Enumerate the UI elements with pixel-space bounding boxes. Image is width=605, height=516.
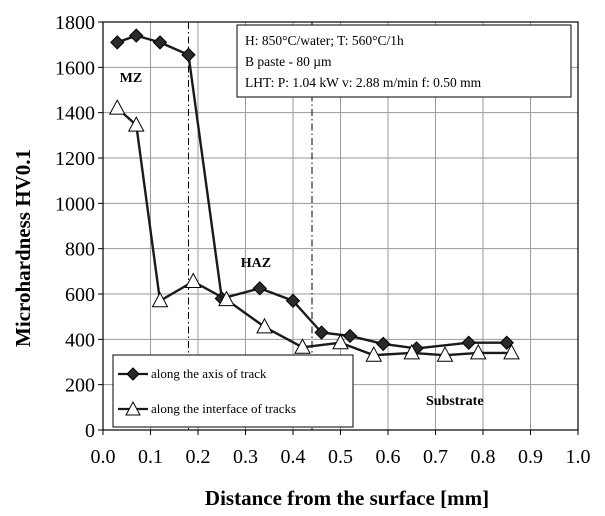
x-tick-label: 0.8 [471,446,496,468]
legend-triangle-marker [125,400,141,416]
data-point-axis [376,336,391,352]
data-point-axis [152,35,168,50]
data-point-interface [436,346,454,362]
x-tick-label: 0.1 [138,446,163,468]
data-point-interface [184,272,202,289]
data-point-interface [294,338,311,354]
data-point-interface [256,317,273,334]
y-tick-label: 1400 [55,103,95,125]
data-point-interface [218,290,235,307]
x-tick-label: 0.7 [423,446,448,468]
data-point-interface [127,116,145,132]
legend-label-axis: along the axis of track [151,366,267,381]
legend-diamond-marker [126,367,140,381]
y-tick-label: 800 [65,239,95,261]
data-point-interface [108,99,126,115]
data-point-interface [365,346,383,362]
x-tick-label: 0.4 [281,446,306,468]
data-point-interface [503,343,520,360]
info-line-boron-paste: B paste - 80 µm [245,54,332,69]
data-point-interface [151,291,169,308]
annotation-haz: HAZ [241,256,271,271]
x-axis-title: Distance from the surface [mm] [205,486,489,510]
data-point-axis [129,28,144,43]
data-point-axis [499,335,514,350]
data-point-interface [403,343,421,360]
x-tick-label: 0.6 [376,446,401,468]
x-tick-label: 1.0 [566,446,591,468]
y-tick-label: 1600 [55,57,95,79]
axis-ticks: 0.0 0.1 0.2 0.3 0.4 0.5 0.6 0.7 0.8 0.9 1.0 0 200 400… [55,12,591,468]
data-point-axis [314,325,329,340]
y-axis-title: Microhardness HV0.1 [11,149,35,347]
info-box: H: 850°C/water; T: 560°C/1h B paste - 80… [236,24,572,98]
data-point-axis [181,47,196,63]
info-line-laser-parameters: LHT: P: 1.04 kW v: 2.88 m/min f: 0.50 mm [245,75,482,90]
x-tick-label: 0.9 [518,446,543,468]
y-tick-label: 200 [65,375,95,397]
y-tick-label: 1000 [55,193,95,215]
data-series [108,28,520,362]
legend-label-interface: along the interface of tracks [151,401,296,416]
data-point-axis [461,335,476,350]
annotation-mz: MZ [120,71,143,86]
data-point-interface [469,343,487,360]
data-point-axis [252,281,267,296]
data-point-axis [285,293,301,309]
y-tick-label: 1800 [55,12,95,34]
legend-frame [112,354,354,428]
region-annotations: MZ HAZ Substrate [120,71,484,409]
x-tick-label: 0.2 [186,446,211,468]
data-point-axis [110,35,125,50]
info-line-heat-treatment: H: 850°C/water; T: 560°C/1h [245,33,404,48]
data-point-interface [332,333,349,350]
data-point-axis [342,328,358,344]
y-tick-label: 0 [85,420,95,442]
y-tick-label: 600 [65,284,95,306]
annotation-substrate: Substrate [426,394,484,409]
x-tick-label: 0.3 [233,446,258,468]
y-tick-label: 1200 [55,148,95,170]
y-tick-label: 400 [65,329,95,351]
x-tick-label: 0.0 [91,446,116,468]
legend: along the axis of track along the interf… [112,354,354,428]
x-tick-label: 0.5 [328,446,353,468]
info-box-frame [236,24,572,98]
